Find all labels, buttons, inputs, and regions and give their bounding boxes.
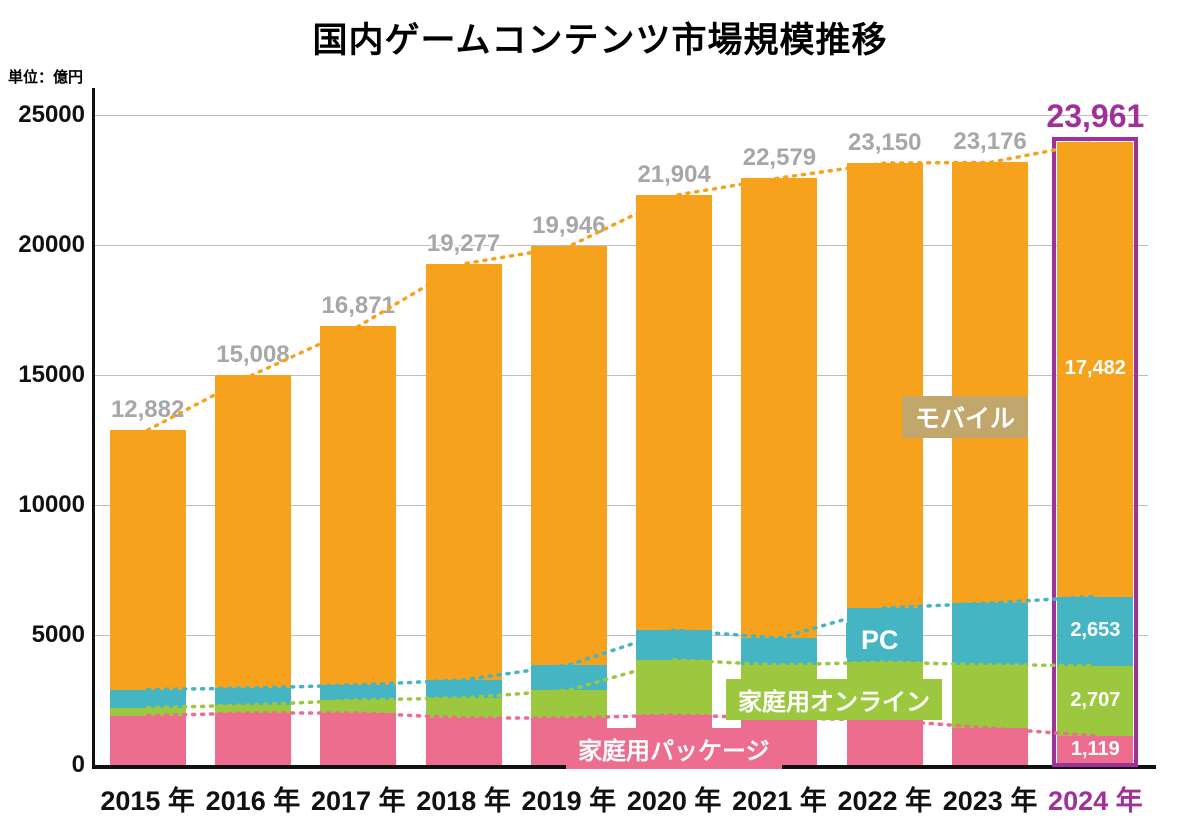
bar-total-label: 15,008 (216, 340, 290, 368)
bar-segment-家庭用オンライン-2015 年 (109, 707, 186, 716)
x-axis-tick-label: 2015 年 (100, 786, 195, 816)
bar-segment-家庭用オンライン-2023 年 (952, 664, 1029, 729)
highlight-border (1052, 137, 1139, 767)
bar-segment-モバイル-2020 年 (636, 195, 713, 631)
chart-title: 国内ゲームコンテンツ市場規模推移 (312, 21, 888, 60)
bar-segment-家庭用パッケージ-2015 年 (109, 715, 186, 765)
y-axis-tick-label: 20000 (18, 231, 85, 258)
bar-segment-PC-2016 年 (214, 688, 291, 705)
bar-segment-家庭用オンライン-2016 年 (214, 704, 291, 713)
bar-total-label: 23,961 (1046, 98, 1145, 134)
bar-segment-家庭用パッケージ-2017 年 (320, 713, 397, 765)
bar-segment-家庭用パッケージ-2022 年 (846, 720, 923, 765)
bar-segment-モバイル-2021 年 (741, 177, 818, 639)
bar-segment-PC-2020 年 (636, 630, 713, 660)
bar-segment-家庭用オンライン-2018 年 (425, 697, 502, 718)
bar-segment-モバイル-2018 年 (425, 263, 502, 680)
bar-segment-PC-2023 年 (952, 603, 1029, 665)
x-axis-tick-label: 2017 年 (310, 786, 406, 816)
segment-value-label: 1,119 (1070, 738, 1120, 761)
bar-segment-モバイル-2015 年 (109, 430, 186, 690)
bar-total-label: 19,946 (532, 212, 606, 240)
bar-segment-PC-2018 年 (425, 679, 502, 698)
bar-segment-モバイル-2016 年 (214, 374, 291, 689)
unit-label: 単位：億円 (8, 69, 84, 86)
bar-segment-家庭用オンライン-2020 年 (636, 659, 713, 716)
y-axis-tick-label: 0 (71, 751, 85, 778)
segment-value-label: 2,653 (1070, 619, 1121, 642)
y-axis-tick-label: 10000 (18, 491, 85, 518)
bar-segment-PC-2019 年 (530, 664, 607, 691)
y-axis-line (92, 88, 95, 768)
bar-segment-PC-2015 年 (109, 689, 186, 708)
legend-package: 家庭用パッケージ (566, 728, 782, 769)
x-axis-tick-label: 2016 年 (205, 786, 301, 816)
legend-online: 家庭用オンライン (726, 679, 942, 720)
bar-total-label: 16,871 (321, 292, 395, 320)
bar-total-label: 12,882 (110, 396, 185, 424)
legend-pc: PC (846, 623, 914, 658)
y-axis-tick-label: 5000 (31, 621, 85, 648)
x-axis-tick-label: 2021 年 (732, 786, 827, 816)
bar-segment-モバイル-2023 年 (952, 162, 1029, 604)
legend-mobile: モバイル (902, 396, 1029, 438)
gridline (95, 504, 1148, 506)
y-axis-tick-label: 25000 (18, 101, 85, 128)
x-axis-tick-label: 2024 年 (1048, 786, 1143, 816)
x-axis-tick-label: 2023 年 (942, 786, 1038, 816)
bar-segment-モバイル-2022 年 (846, 163, 923, 608)
segment-value-label: 17,482 (1064, 357, 1126, 380)
bar-segment-モバイル-2017 年 (320, 326, 397, 685)
bar-segment-家庭用パッケージ-2016 年 (214, 713, 291, 765)
x-axis-tick-label: 2022 年 (837, 786, 933, 816)
bar-segment-家庭用オンライン-2019 年 (530, 690, 607, 718)
y-axis-tick-label: 15000 (18, 361, 85, 388)
segment-value-label: 2,707 (1070, 688, 1121, 711)
bar-segment-PC-2021 年 (741, 638, 818, 665)
x-axis-tick-label: 2019 年 (521, 786, 617, 816)
bar-segment-家庭用パッケージ-2018 年 (425, 717, 502, 765)
gridline (95, 114, 1148, 116)
x-axis-tick-label: 2020 年 (626, 786, 722, 816)
bar-segment-PC-2017 年 (320, 684, 397, 700)
x-axis-tick-label: 2018 年 (416, 786, 511, 816)
bar-segment-家庭用パッケージ-2024 年 (1057, 735, 1134, 765)
bar-segment-モバイル-2019 年 (530, 246, 607, 665)
bar-segment-家庭用オンライン-2017 年 (320, 700, 397, 713)
bar-segment-家庭用パッケージ-2023 年 (952, 728, 1029, 765)
